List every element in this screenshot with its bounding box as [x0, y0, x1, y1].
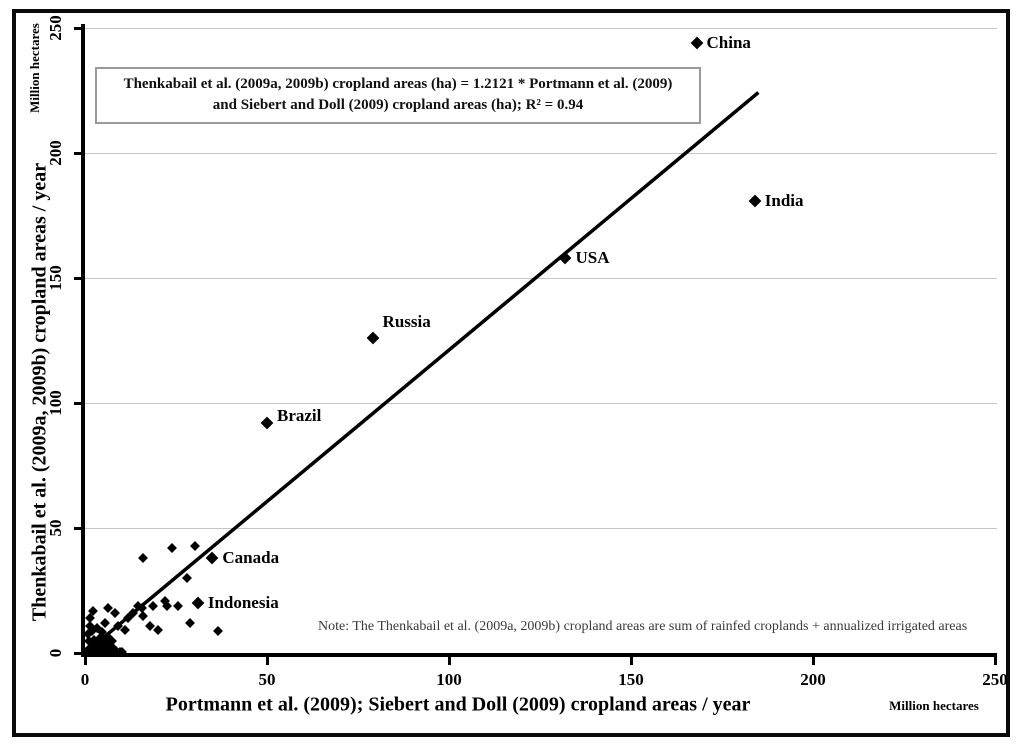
y-tick-label-0: 0: [46, 648, 65, 658]
x-tick-50: [266, 657, 269, 665]
gridline-y-50: [85, 528, 997, 529]
gridline-y-250: [85, 28, 997, 29]
point-label-china: China: [706, 33, 751, 52]
gridline-y-150: [85, 278, 997, 279]
y-axis-line: [81, 24, 85, 657]
x-axis-unit-label: Million hectares: [889, 698, 979, 713]
footnote-text: Note: The Thenkabail et al. (2009a, 2009…: [318, 619, 968, 634]
x-tick-label-0: 0: [80, 670, 90, 689]
y-tick-label-250: 250: [46, 15, 65, 41]
gridline-y-200: [85, 153, 997, 154]
x-tick-200: [812, 657, 815, 665]
x-tick-250: [994, 657, 997, 665]
y-tick-50: [74, 527, 83, 530]
x-tick-label-100: 100: [436, 670, 462, 689]
x-tick-label-150: 150: [618, 670, 644, 689]
regression-equation-box: Thenkabail et al. (2009a, 2009b) croplan…: [95, 67, 701, 124]
equation-line-1: Thenkabail et al. (2009a, 2009b) croplan…: [123, 76, 673, 92]
y-tick-150: [74, 277, 83, 280]
y-axis-title: Thenkabail et al. (2009a, 2009b) croplan…: [28, 162, 51, 622]
y-tick-0: [74, 652, 83, 655]
figure-border: [12, 9, 1010, 737]
point-label-usa: USA: [575, 248, 610, 267]
x-tick-label-50: 50: [258, 670, 276, 689]
x-axis-title: Portmann et al. (2009); Siebert and Doll…: [165, 693, 751, 716]
point-label-canada: Canada: [222, 548, 280, 567]
y-axis-unit-label: Million hectares: [27, 23, 42, 113]
y-tick-200: [74, 152, 83, 155]
x-tick-100: [448, 657, 451, 665]
x-tick-0: [84, 657, 87, 665]
y-tick-250: [74, 27, 83, 30]
x-tick-150: [630, 657, 633, 665]
point-label-india: India: [764, 190, 804, 210]
x-tick-label-250: 250: [982, 670, 1008, 689]
y-tick-100: [74, 402, 83, 405]
gridline-y-100: [85, 403, 997, 404]
x-tick-label-200: 200: [800, 670, 826, 689]
point-label-russia: Russia: [382, 312, 431, 331]
equation-line-2: and Siebert and Doll (2009) cropland are…: [212, 97, 584, 113]
point-label-brazil: Brazil: [277, 406, 322, 425]
x-axis-line: [81, 653, 997, 657]
point-label-indonesia: Indonesia: [207, 593, 279, 612]
